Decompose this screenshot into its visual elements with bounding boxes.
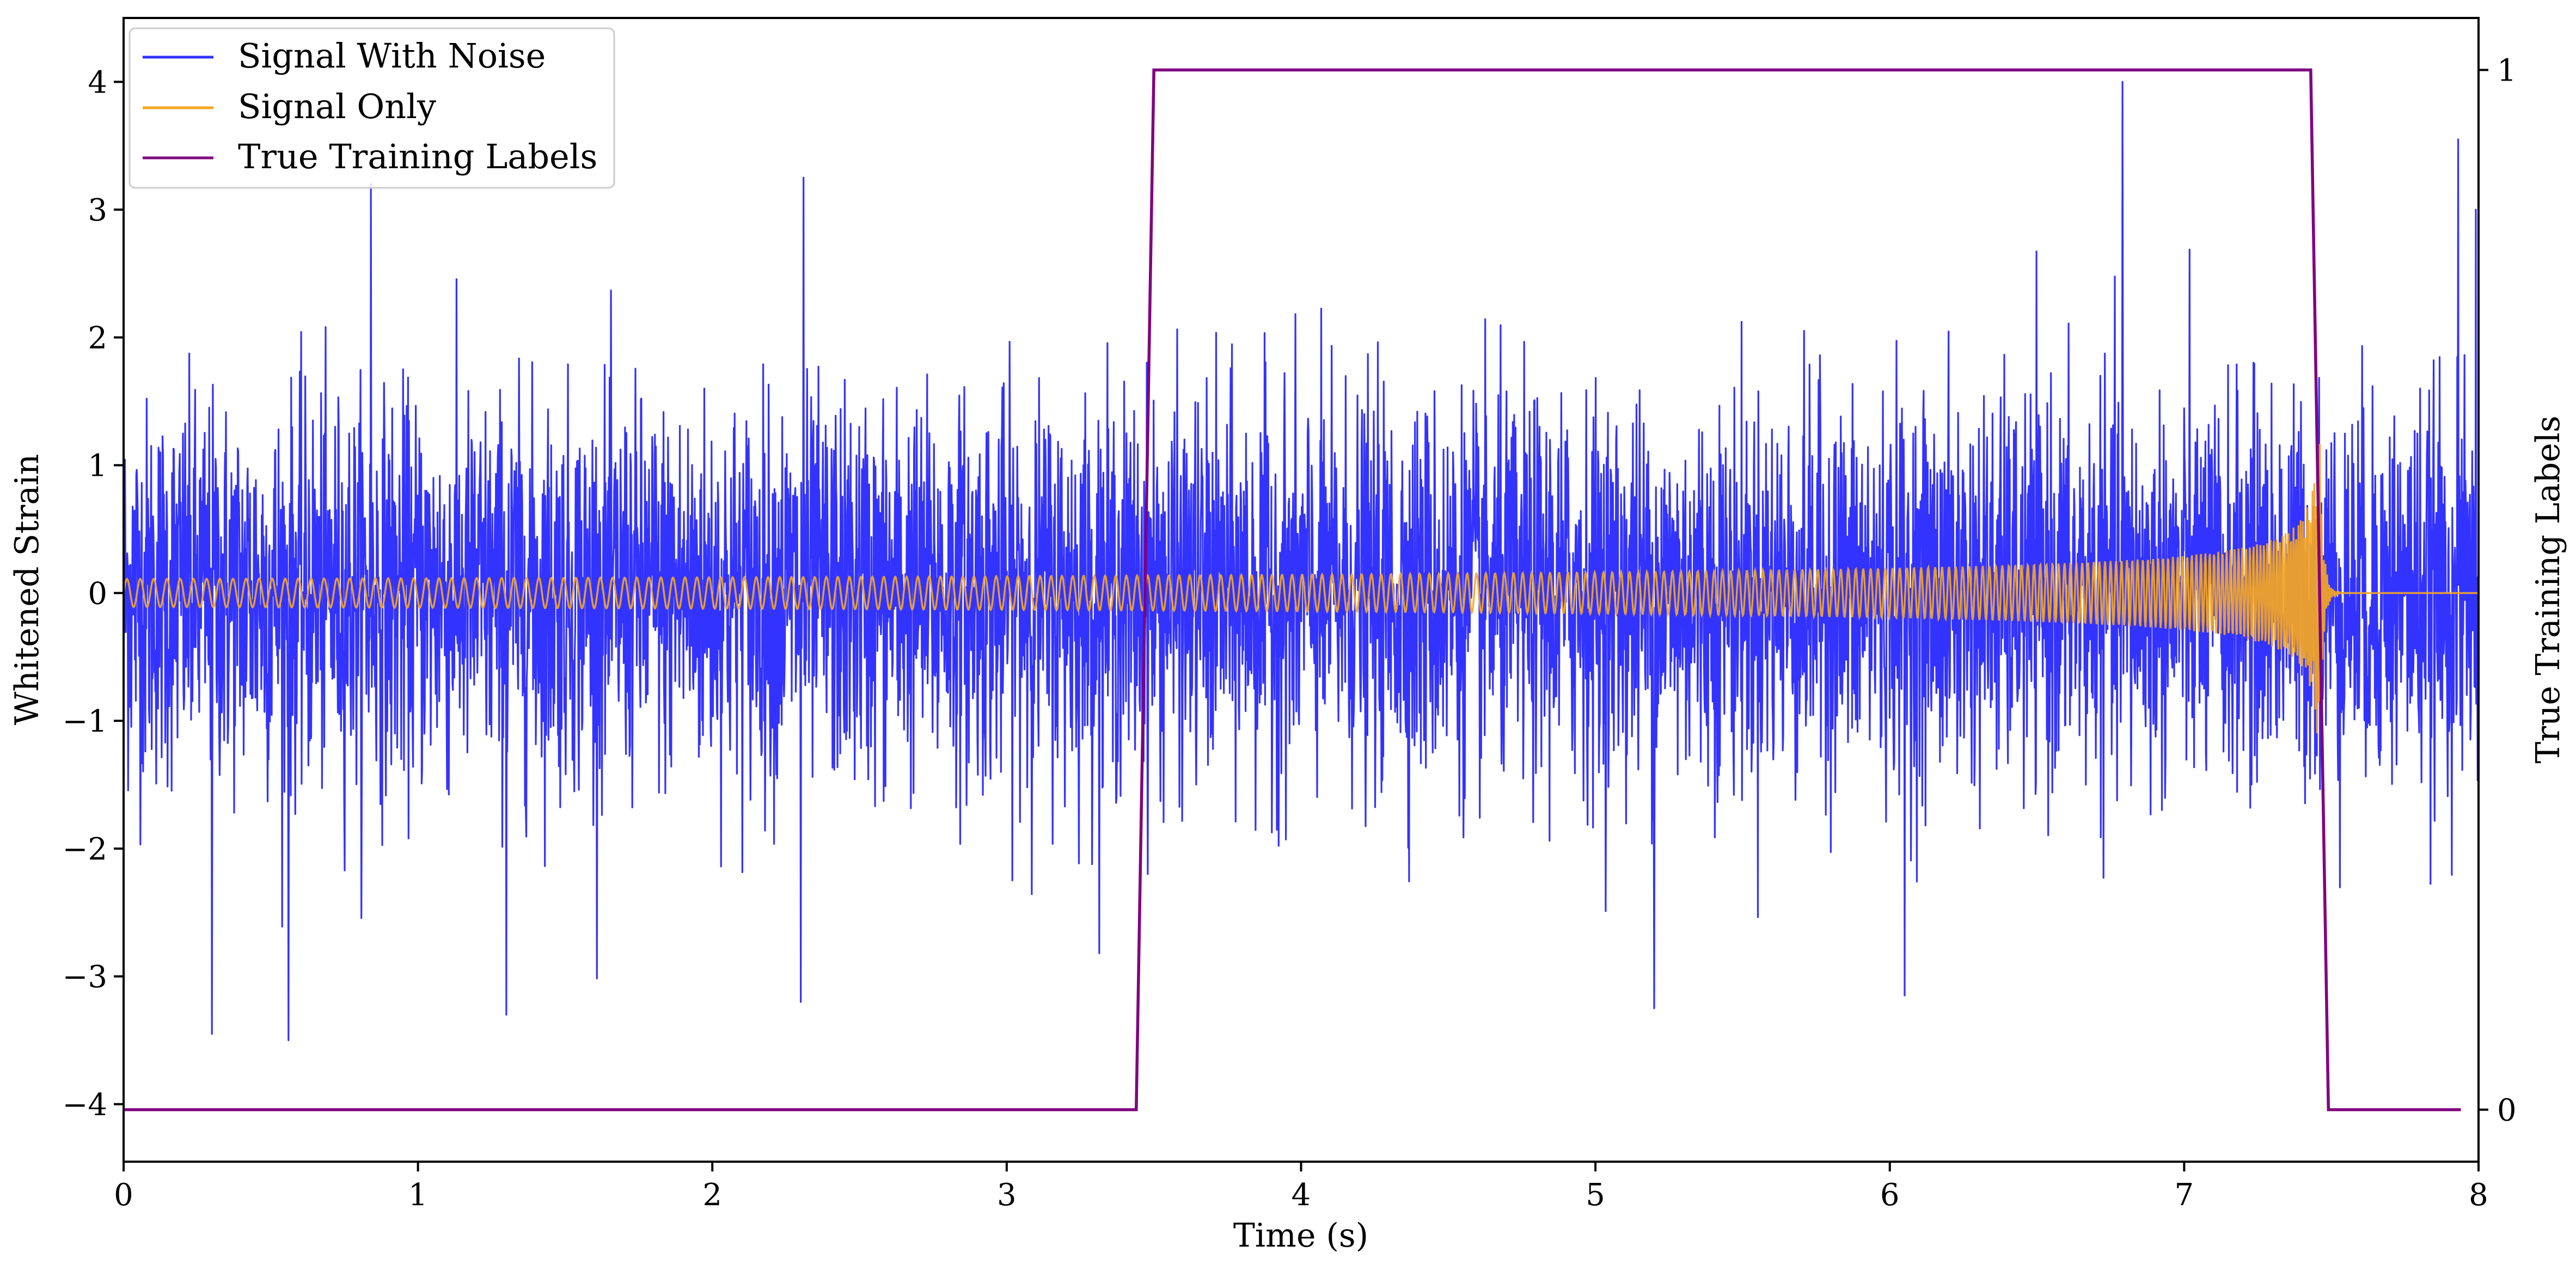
y2-tick-label: 0 [2497,1093,2517,1128]
legend-label-signal-with-noise: Signal With Noise [238,36,546,76]
y2-axis-right: 01 [2479,53,2517,1128]
legend: Signal With Noise Signal Only True Train… [129,27,615,189]
x-tick-label: 3 [997,1177,1017,1213]
x-axis-label: Time (s) [1233,1217,1368,1255]
legend-label-signal-only: Signal Only [238,87,436,126]
legend-box [129,27,615,189]
series-true-training-labels [124,68,2461,1112]
x-tick-label: 5 [1586,1177,1605,1213]
x-tick-label: 2 [702,1177,722,1213]
x-tick-label: 1 [408,1177,428,1213]
y-tick-label: 1 [88,449,107,484]
y-tick-label: 4 [88,65,107,100]
y2-tick-label: 1 [2497,53,2517,89]
y-tick-label: −3 [62,960,107,995]
y-tick-label: 2 [88,321,107,356]
y-axis-label: Whitened Strain [8,454,46,725]
x-axis: 0 1 2 3 4 5 6 7 8 [114,1162,2488,1213]
series-layer [124,68,2479,1112]
series-signal-only [124,444,2479,734]
x-tick-label: 6 [1880,1177,1900,1213]
y-axis: −4 −3 −2 −1 0 1 2 3 4 [62,65,124,1122]
x-tick-label: 0 [114,1177,133,1213]
y-tick-label: 3 [88,193,107,228]
series-signal-with-noise [124,81,2479,1041]
y-tick-label: −4 [62,1087,107,1122]
y-tick-label: −1 [62,704,107,739]
legend-label-true-training-labels: True Training Labels [238,137,597,176]
y-tick-label: −2 [62,832,107,867]
x-tick-label: 4 [1292,1177,1311,1213]
y-tick-label: 0 [88,576,107,611]
y2-axis-label: True Training Labels [2529,415,2567,763]
x-tick-label: 8 [2469,1177,2488,1213]
x-tick-label: 7 [2175,1177,2194,1213]
